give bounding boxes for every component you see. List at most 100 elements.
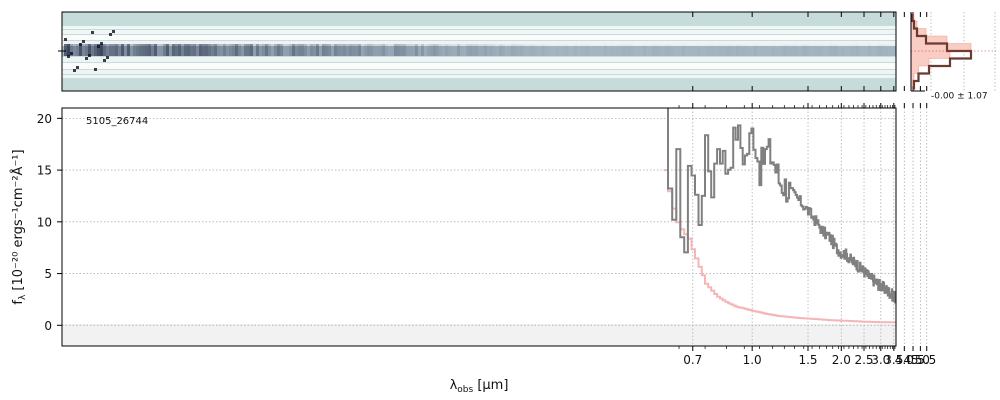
trace-column [118, 44, 121, 56]
trace-column [238, 44, 241, 56]
trace-column [91, 44, 94, 56]
trace-column [535, 44, 538, 56]
trace-column [208, 44, 211, 56]
trace-column [67, 44, 70, 56]
trace-column [148, 44, 151, 56]
trace-column [628, 44, 631, 56]
trace-column [343, 44, 346, 56]
trace-column [562, 44, 565, 56]
trace-column [250, 44, 253, 56]
trace-column [352, 44, 355, 56]
trace-column [436, 44, 439, 56]
trace-column [475, 44, 478, 56]
trace-column [838, 44, 841, 56]
trace-column [490, 44, 493, 56]
trace-column [766, 44, 769, 56]
trace-column [397, 44, 400, 56]
trace-column [328, 44, 331, 56]
trace-column [334, 44, 337, 56]
trace-column [790, 44, 793, 56]
x-tick-label: 1.0 [743, 353, 762, 367]
trace-column [325, 44, 328, 56]
trace-column [853, 44, 856, 56]
trace-column [319, 44, 322, 56]
image-bands [62, 26, 896, 78]
y-label-symbol: f [11, 300, 26, 305]
noise-pixel [76, 66, 79, 69]
trace-column [736, 44, 739, 56]
trace-column [649, 44, 652, 56]
trace-column [871, 44, 874, 56]
x-tick-label: 2.5 [854, 353, 873, 367]
trace-column [763, 44, 766, 56]
image-row [62, 46, 896, 56]
trace-column [526, 44, 529, 56]
trace-column [547, 44, 550, 56]
trace-column [97, 44, 100, 56]
trace-column [580, 44, 583, 56]
trace-column [847, 44, 850, 56]
error-series-line [663, 169, 896, 324]
x-tick-label: 5.0 [911, 353, 930, 367]
trace-column [655, 44, 658, 56]
trace-column [688, 44, 691, 56]
trace-column [751, 44, 754, 56]
trace-column [193, 44, 196, 56]
trace-column [226, 44, 229, 56]
trace-column [844, 44, 847, 56]
trace-column [361, 44, 364, 56]
trace-column [400, 44, 403, 56]
trace-column [805, 44, 808, 56]
trace-column [247, 44, 250, 56]
trace-column [322, 44, 325, 56]
trace-column [481, 44, 484, 56]
trace-column [346, 44, 349, 56]
trace-column [178, 44, 181, 56]
trace-column [382, 44, 385, 56]
trace-column [748, 44, 751, 56]
trace-column [187, 44, 190, 56]
trace-column [121, 44, 124, 56]
trace-column [616, 44, 619, 56]
x-tick-label: 3.0 [871, 353, 890, 367]
noise-pixel [85, 57, 88, 60]
trace-column [676, 44, 679, 56]
trace-column [670, 44, 673, 56]
trace-column [283, 44, 286, 56]
noise-pixel [79, 43, 82, 46]
x-tick-label: 5.5 [917, 353, 936, 367]
trace-column [592, 44, 595, 56]
trace-column [709, 44, 712, 56]
trace-column [874, 44, 877, 56]
trace-column [715, 44, 718, 56]
trace-column [667, 44, 670, 56]
trace-column [271, 44, 274, 56]
noise-pixel [73, 69, 76, 72]
trace-column [469, 44, 472, 56]
noise-pixel [91, 31, 94, 34]
trace-column [136, 44, 139, 56]
trace-column [106, 44, 109, 56]
trace-column [754, 44, 757, 56]
trace-column [211, 44, 214, 56]
trace-column [274, 44, 277, 56]
trace-column [421, 44, 424, 56]
image-row [62, 70, 896, 74]
trace-column [775, 44, 778, 56]
trace-column [88, 44, 91, 56]
trace-column [637, 44, 640, 56]
x-label-units: [μm] [473, 378, 508, 393]
trace-column [172, 44, 175, 56]
y-tick-label: 10 [37, 215, 52, 229]
trace-column [697, 44, 700, 56]
trace-column [358, 44, 361, 56]
trace-column [739, 44, 742, 56]
trace-column [514, 44, 517, 56]
trace-column [268, 44, 271, 56]
trace-column [799, 44, 802, 56]
main-grid [62, 108, 928, 346]
trace-column [196, 44, 199, 56]
trace-column [619, 44, 622, 56]
trace-column [784, 44, 787, 56]
trace-column [814, 44, 817, 56]
